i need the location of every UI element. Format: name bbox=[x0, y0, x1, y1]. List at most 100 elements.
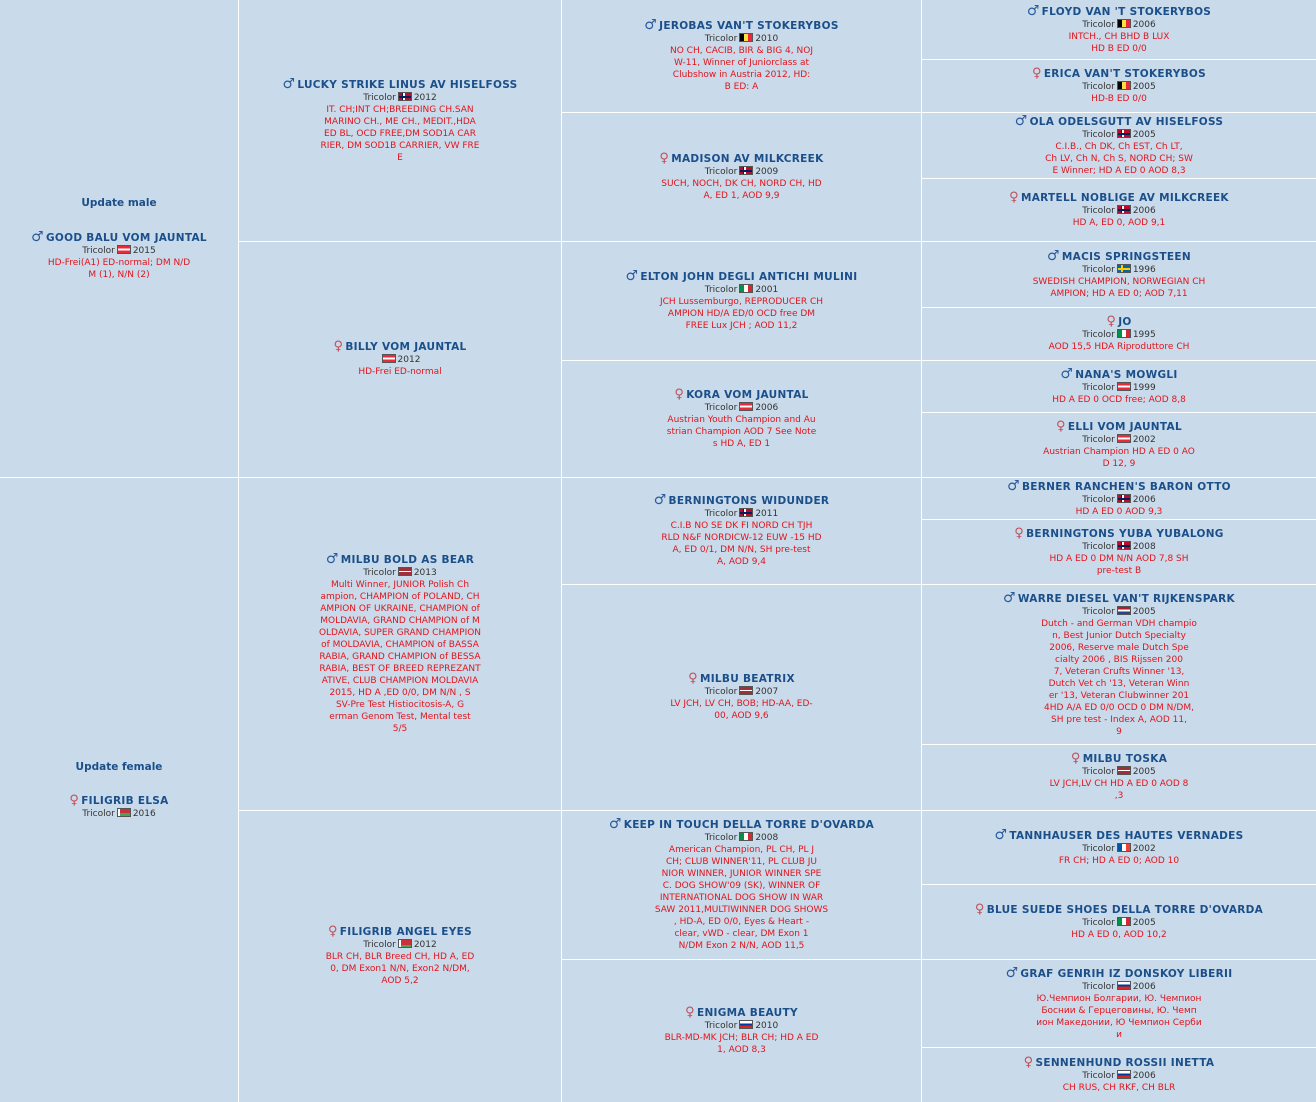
dog-name-text[interactable]: ELTON JOHN DEGLI ANTICHI MULINI bbox=[640, 271, 858, 283]
gen2-cell: ♂ BERNINGTONS WIDUNDER Tricolor 2011 C.I.B N… bbox=[562, 478, 921, 584]
dog-name[interactable]: ♂ WARRE DIESEL VAN'T RIJKENSPARK bbox=[1003, 591, 1235, 605]
dog-color: Tricolor bbox=[704, 34, 738, 44]
update-link[interactable]: Update female bbox=[75, 760, 163, 773]
dog-name-text[interactable]: WARRE DIESEL VAN'T RIJKENSPARK bbox=[1017, 592, 1235, 605]
dog-name[interactable]: ♂ OLA ODELSGUTT AV HISELFOSS bbox=[1015, 114, 1224, 128]
dog-name[interactable]: ♀ ERICA VAN'T STOKERYBOS bbox=[1032, 67, 1206, 80]
dog-name[interactable]: ♂ GOOD BALU VOM JAUNTAL bbox=[31, 230, 207, 244]
flag-icon bbox=[397, 939, 412, 948]
dog-name-text[interactable]: BILLY VOM JAUNTAL bbox=[345, 341, 467, 353]
row-divider bbox=[922, 112, 1316, 113]
dog-year: 2005 bbox=[1132, 81, 1156, 92]
female-icon: ♀ bbox=[688, 671, 698, 686]
dog-name[interactable]: ♀ ENIGMA BEAUTY bbox=[685, 1006, 798, 1019]
dog-name-text[interactable]: ELLI VOM JAUNTAL bbox=[1067, 420, 1182, 433]
dog-name[interactable]: ♀ MADISON AV MILKCREEK bbox=[659, 152, 824, 165]
dog-name-text[interactable]: OLA ODELSGUTT AV HISELFOSS bbox=[1029, 115, 1224, 128]
dog-name[interactable]: ♀ KORA VOM JAUNTAL bbox=[674, 388, 809, 401]
dog-name-text[interactable]: ENIGMA BEAUTY bbox=[696, 1006, 798, 1019]
dog-name[interactable]: ♂ FLOYD VAN 'T STOKERYBOS bbox=[1027, 4, 1212, 18]
dog-color: Tricolor bbox=[704, 1020, 738, 1031]
gen3-cell: ♀ MILBU TOSKA Tricolor 2005 LV JCH,LV CH HD … bbox=[922, 745, 1316, 810]
dog-name[interactable]: ♂ JEROBAS VAN'T STOKERYBOS bbox=[644, 18, 839, 32]
dog-name-text[interactable]: LUCKY STRIKE LINUS AV HISELFOSS bbox=[297, 78, 518, 91]
dog-name-text[interactable]: MILBU BOLD AS BEAR bbox=[340, 554, 475, 566]
dog-name-text[interactable]: SENNENHUND ROSSII INETTA bbox=[1035, 1056, 1215, 1069]
dog-name-text[interactable]: KEEP IN TOUCH DELLA TORRE D'OVARDA bbox=[623, 819, 875, 831]
dog-name[interactable]: ♀ BILLY VOM JAUNTAL bbox=[333, 340, 467, 353]
dog-name-text[interactable]: NANA'S MOWGLI bbox=[1075, 368, 1178, 381]
dog-color: Tricolor bbox=[1082, 81, 1115, 92]
dog-name[interactable]: ♀ FILIGRIB ELSA bbox=[69, 794, 169, 807]
dog-name-text[interactable]: TANNHAUSER DES HAUTES VERNADES bbox=[1009, 829, 1244, 842]
update-link[interactable]: Update male bbox=[81, 196, 157, 209]
dog-name-text[interactable]: GRAF GENRIH IZ DONSKOY LIBERII bbox=[1020, 967, 1233, 980]
dog-titles: HD-Frei(A1) ED-normal; DM N/D M (1), N/N … bbox=[31, 257, 207, 281]
dog-name[interactable]: ♂ LUCKY STRIKE LINUS AV HISELFOSS bbox=[283, 77, 518, 91]
dog-name[interactable]: ♀ MARTELL NOBLIGE AV MILKCREEK bbox=[1009, 191, 1229, 204]
titles-line: D 12, 9 bbox=[1102, 458, 1136, 469]
dog-meta: Tricolor 2008 bbox=[609, 832, 874, 844]
dog-name-text[interactable]: ERICA VAN'T STOKERYBOS bbox=[1043, 67, 1206, 80]
dog-name[interactable]: ♀ BLUE SUEDE SHOES DELLA TORRE D'OVARDA bbox=[975, 903, 1264, 916]
female-icon: ♀ bbox=[1106, 313, 1117, 329]
dog-name-text[interactable]: FILIGRIB ELSA bbox=[81, 794, 169, 807]
male-icon: ♂ bbox=[653, 492, 667, 508]
dog-name[interactable]: ♀ MILBU TOSKA bbox=[1071, 752, 1168, 765]
titles-line: SWEDISH CHAMPION, NORWEGIAN CH bbox=[1032, 276, 1206, 287]
gen3-cell: ♀ ERICA VAN'T STOKERYBOS Tricolor 2005 HD-B … bbox=[922, 60, 1316, 112]
dog-name[interactable]: ♀ MILBU BEATRIX bbox=[688, 671, 795, 686]
dog-color: Tricolor bbox=[1082, 329, 1115, 340]
dog-name-text[interactable]: BLUE SUEDE SHOES DELLA TORRE D'OVARDA bbox=[986, 903, 1264, 916]
dog-name[interactable]: ♀ JO bbox=[1106, 313, 1132, 329]
dog-year: 2005 bbox=[1132, 129, 1156, 140]
dog-name[interactable]: ♀ ELLI VOM JAUNTAL bbox=[1056, 420, 1182, 433]
dog-name-text[interactable]: MACIS SPRINGSTEEN bbox=[1061, 250, 1191, 263]
dog-name[interactable]: ♀ SENNENHUND ROSSII INETTA bbox=[1024, 1056, 1215, 1069]
dog-name[interactable]: ♀ BERNINGTONS YUBA YUBALONG bbox=[1014, 527, 1224, 540]
dog-meta: Tricolor 2012 bbox=[326, 939, 475, 951]
titles-line: LV JCH, LV CH, BOB; HD-AA, ED- bbox=[670, 699, 813, 709]
dog-name[interactable]: ♂ GRAF GENRIH IZ DONSKOY LIBERII bbox=[1006, 966, 1233, 980]
titles-line: 2015, HD A ,ED 0/0, DM N/N , S bbox=[329, 688, 471, 698]
dog-name[interactable]: ♂ BERNINGTONS WIDUNDER bbox=[653, 492, 830, 508]
dog-name-text[interactable]: KORA VOM JAUNTAL bbox=[686, 388, 809, 401]
dog-name-text[interactable]: BERNINGTONS WIDUNDER bbox=[668, 495, 830, 507]
dog-name-text[interactable]: BERNINGTONS YUBA YUBALONG bbox=[1026, 527, 1224, 540]
dog-name-text[interactable]: JO bbox=[1118, 315, 1132, 328]
titles-line: A, ED 0/1, DM N/N, SH pre-test bbox=[672, 545, 811, 555]
titles-line: MOLDAVIA, GRAND CHAMPION of M bbox=[320, 616, 480, 626]
dog-year: 2006 bbox=[755, 402, 779, 413]
titles-line: NIOR WINNER, JUNIOR WINNER SPE bbox=[661, 869, 822, 879]
flag-icon bbox=[739, 401, 754, 411]
titles-line: LV JCH,LV CH HD A ED 0 AOD 8 bbox=[1049, 779, 1189, 789]
dog-name[interactable]: ♂ ELTON JOHN DEGLI ANTICHI MULINI bbox=[626, 269, 858, 283]
titles-line: NO CH, CACIB, BIR & BIG 4, NOJ bbox=[670, 46, 813, 56]
dog-name[interactable]: ♂ KEEP IN TOUCH DELLA TORRE D'OVARDA bbox=[609, 817, 875, 831]
dog-name[interactable]: ♂ TANNHAUSER DES HAUTES VERNADES bbox=[994, 828, 1244, 842]
titles-line: HD-B ED 0/0 bbox=[1091, 93, 1147, 104]
dog-name-text[interactable]: MADISON AV MILKCREEK bbox=[671, 152, 824, 165]
dog-name-text[interactable]: GOOD BALU VOM JAUNTAL bbox=[45, 231, 207, 244]
flag-icon bbox=[1116, 540, 1131, 550]
dog-name-text[interactable]: MILBU TOSKA bbox=[1082, 753, 1168, 765]
dog-name[interactable]: ♂ BERNER RANCHEN'S BARON OTTO bbox=[1007, 479, 1231, 493]
male-icon: ♂ bbox=[325, 551, 339, 567]
dog-name-text[interactable]: MILBU BEATRIX bbox=[699, 673, 795, 685]
dog-name[interactable]: ♂ MILBU BOLD AS BEAR bbox=[325, 551, 475, 567]
gen3-cell: ♂ TANNHAUSER DES HAUTES VERNADES Tricolor 2… bbox=[922, 811, 1316, 884]
dog-year: 2007 bbox=[755, 687, 779, 697]
dog-name-text[interactable]: FILIGRIB ANGEL EYES bbox=[339, 926, 473, 938]
dog-name-text[interactable]: MARTELL NOBLIGE AV MILKCREEK bbox=[1020, 191, 1229, 204]
dog-name[interactable]: ♀ FILIGRIB ANGEL EYES bbox=[328, 925, 473, 938]
dog-name[interactable]: ♂ NANA'S MOWGLI bbox=[1060, 367, 1178, 381]
titles-line: 1, AOD 8,3 bbox=[717, 1044, 766, 1055]
subject-female-cell: Update female ♀ FILIGRIB ELSA Tricolor 2016 bbox=[0, 478, 238, 1102]
titles-line: pre-test B bbox=[1096, 565, 1142, 576]
dog-name-text[interactable]: FLOYD VAN 'T STOKERYBOS bbox=[1041, 5, 1212, 18]
dog-color: Tricolor bbox=[82, 808, 115, 819]
dog-name-text[interactable]: JEROBAS VAN'T STOKERYBOS bbox=[659, 20, 839, 32]
gen2-cell: ♀ KORA VOM JAUNTAL Tricolor 2006 Austrian Yo… bbox=[562, 361, 921, 477]
dog-name[interactable]: ♂ MACIS SPRINGSTEEN bbox=[1047, 249, 1191, 263]
dog-name-text[interactable]: BERNER RANCHEN'S BARON OTTO bbox=[1021, 480, 1231, 493]
